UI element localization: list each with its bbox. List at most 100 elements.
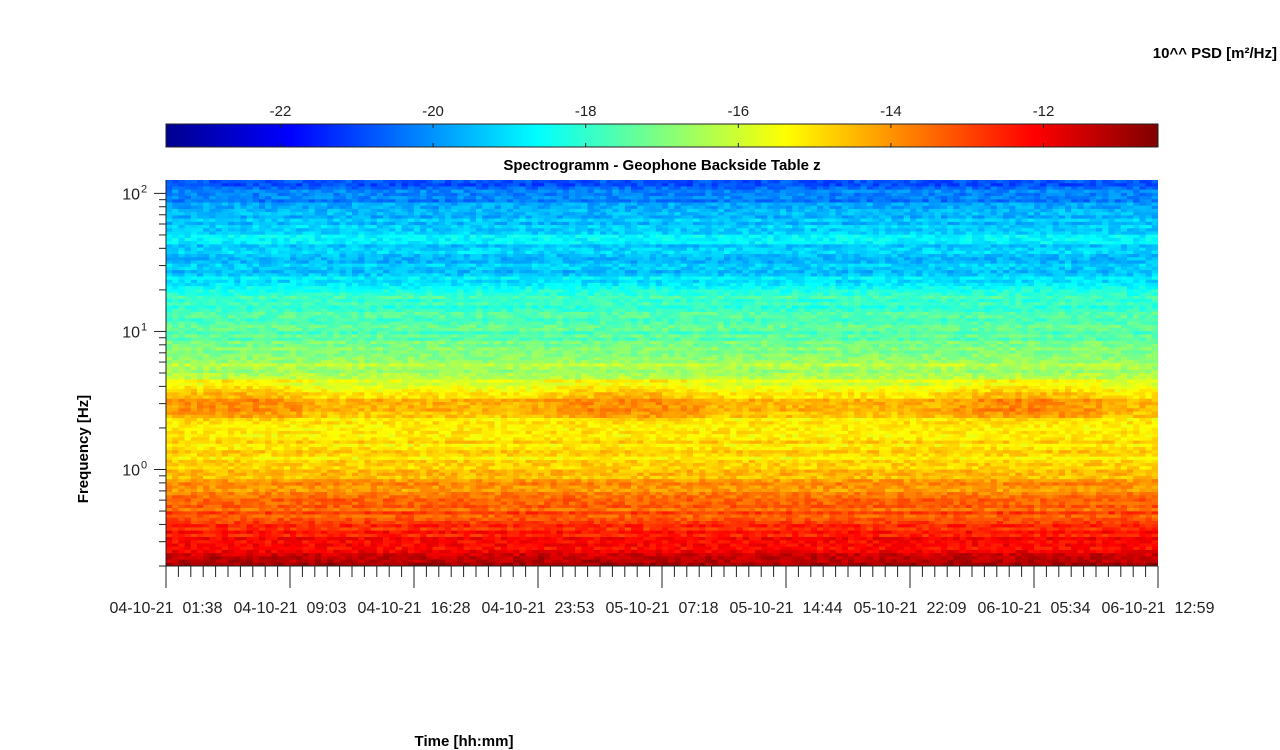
heatmap-cell xyxy=(190,376,198,381)
heatmap-cell xyxy=(228,189,235,194)
heatmap-cell xyxy=(209,321,217,326)
heatmap-cell xyxy=(178,475,186,480)
heatmap-cell xyxy=(203,234,210,239)
heatmap-cell xyxy=(252,208,260,213)
heatmap-cell xyxy=(209,549,217,554)
heatmap-cell xyxy=(197,302,204,307)
heatmap-cell xyxy=(246,250,254,255)
heatmap-cell xyxy=(190,475,198,480)
heatmap-cell xyxy=(166,482,173,487)
heatmap-cell xyxy=(203,382,210,387)
heatmap-cell xyxy=(197,453,204,458)
heatmap-cell xyxy=(166,456,173,461)
heatmap-cell xyxy=(209,257,217,262)
heatmap-cell xyxy=(197,273,204,278)
heatmap-cell xyxy=(178,469,186,474)
heatmap-cell xyxy=(209,540,217,545)
heatmap-cell xyxy=(197,459,204,464)
heatmap-cell xyxy=(190,205,198,210)
heatmap-cell xyxy=(190,543,198,548)
heatmap-cell xyxy=(252,234,260,239)
heatmap-cell xyxy=(234,527,241,532)
heatmap-cell xyxy=(221,511,229,516)
heatmap-cell xyxy=(240,501,248,506)
heatmap-cell xyxy=(184,180,192,184)
heatmap-cell xyxy=(228,485,235,490)
heatmap-cell xyxy=(203,228,210,233)
heatmap-cell xyxy=(228,228,235,233)
heatmap-cell xyxy=(190,562,198,566)
heatmap-cell xyxy=(215,482,223,487)
heatmap-cell xyxy=(221,221,229,226)
heatmap-cell xyxy=(197,208,204,213)
heatmap-cell xyxy=(166,331,173,335)
heatmap-cell xyxy=(178,395,186,400)
heatmap-cell xyxy=(178,263,186,268)
heatmap-cell xyxy=(246,376,254,381)
heatmap-cell xyxy=(215,183,223,188)
heatmap-cell xyxy=(172,318,179,323)
heatmap-cell xyxy=(246,537,254,541)
heatmap-cell xyxy=(240,543,248,548)
heatmap-cell xyxy=(203,540,210,545)
heatmap-cell xyxy=(215,225,223,229)
heatmap-cell xyxy=(172,408,179,413)
heatmap-cell xyxy=(221,208,229,213)
heatmap-cell xyxy=(190,427,198,432)
heatmap-cell xyxy=(221,421,229,426)
heatmap-cell xyxy=(221,527,229,532)
heatmap-cell xyxy=(221,533,229,538)
heatmap-cell xyxy=(172,282,179,287)
heatmap-cell xyxy=(209,469,217,474)
heatmap-cell xyxy=(203,369,210,374)
heatmap-cell xyxy=(184,459,192,464)
heatmap-cell xyxy=(209,440,217,445)
heatmap-cell xyxy=(228,327,235,332)
heatmap-cell xyxy=(197,250,204,255)
heatmap-cell xyxy=(234,356,241,361)
heatmap-cell xyxy=(190,398,198,403)
heatmap-cell xyxy=(178,508,186,512)
heatmap-cell xyxy=(197,385,204,390)
heatmap-cell xyxy=(166,369,173,374)
heatmap-cell xyxy=(240,440,248,445)
heatmap-cell xyxy=(184,418,192,422)
heatmap-cell xyxy=(215,553,223,557)
heatmap-cell xyxy=(228,398,235,403)
heatmap-cell xyxy=(166,373,173,377)
heatmap-cell xyxy=(184,202,192,207)
heatmap-cell xyxy=(228,459,235,464)
heatmap-cell xyxy=(215,453,223,458)
heatmap-cell xyxy=(240,508,248,512)
heatmap-cell xyxy=(166,282,173,287)
heatmap-cell xyxy=(209,427,217,432)
heatmap-cell xyxy=(240,350,248,355)
heatmap-cell xyxy=(197,260,204,265)
heatmap-cell xyxy=(240,530,248,535)
heatmap-cell xyxy=(228,221,235,226)
heatmap-cell xyxy=(178,398,186,403)
heatmap-cell xyxy=(203,414,210,419)
heatmap-cell xyxy=(215,215,223,220)
heatmap-cell xyxy=(178,241,186,245)
heatmap-cell xyxy=(240,311,248,316)
heatmap-cell xyxy=(228,472,235,477)
heatmap-cell xyxy=(178,418,186,422)
heatmap-cell xyxy=(184,485,192,490)
heatmap-cell xyxy=(209,424,217,429)
heatmap-cell xyxy=(203,495,210,500)
heatmap-cell xyxy=(190,292,198,297)
heatmap-cell xyxy=(190,434,198,438)
heatmap-cell xyxy=(246,430,254,435)
heatmap-cell xyxy=(234,221,241,226)
heatmap-cell xyxy=(252,286,260,290)
heatmap-cell xyxy=(228,504,235,509)
heatmap-cell xyxy=(234,504,241,509)
heatmap-cell xyxy=(246,456,254,461)
heatmap-cell xyxy=(209,392,217,397)
heatmap-cell xyxy=(240,369,248,374)
heatmap-cell xyxy=(203,463,210,467)
heatmap-cell xyxy=(197,228,204,233)
heatmap-cell xyxy=(166,192,173,197)
heatmap-cell xyxy=(215,324,223,329)
